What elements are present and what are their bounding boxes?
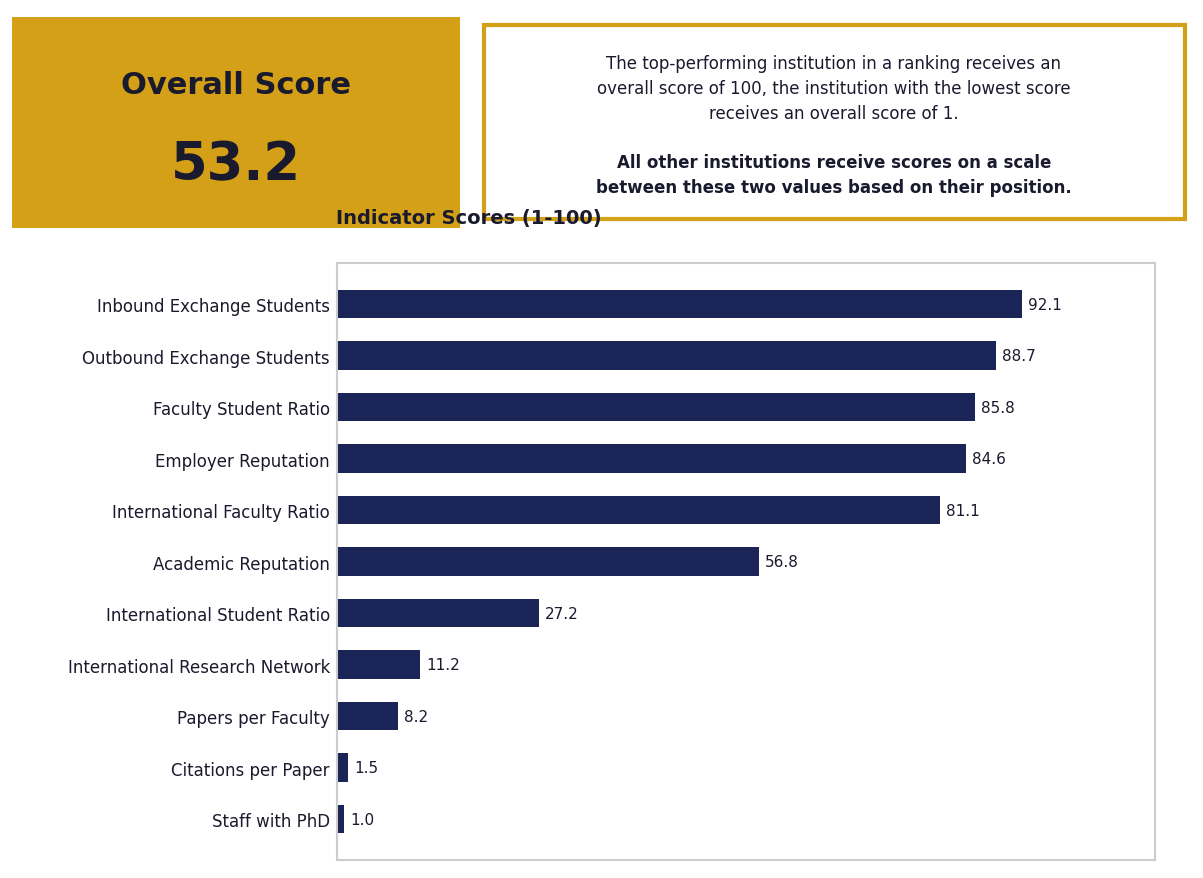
- Text: 8.2: 8.2: [404, 709, 428, 723]
- Bar: [337, 291, 1021, 319]
- Text: Overall Score: Overall Score: [122, 70, 351, 99]
- Bar: [337, 548, 759, 576]
- Bar: [337, 702, 398, 730]
- Bar: [337, 496, 940, 525]
- Text: Indicator Scores (1-100): Indicator Scores (1-100): [336, 209, 602, 227]
- FancyBboxPatch shape: [12, 18, 460, 228]
- Text: 53.2: 53.2: [171, 139, 301, 191]
- Bar: [337, 651, 420, 679]
- Text: 88.7: 88.7: [1002, 349, 1036, 363]
- FancyBboxPatch shape: [484, 26, 1185, 220]
- Text: All other institutions receive scores on a scale
between these two values based : All other institutions receive scores on…: [595, 155, 1072, 197]
- Bar: [337, 753, 348, 781]
- Text: 56.8: 56.8: [765, 554, 799, 570]
- Text: 1.5: 1.5: [354, 760, 378, 775]
- Text: 1.0: 1.0: [350, 811, 374, 827]
- Text: 85.8: 85.8: [980, 400, 1014, 415]
- Text: 81.1: 81.1: [946, 503, 979, 518]
- Bar: [337, 805, 344, 833]
- Bar: [337, 342, 996, 371]
- Bar: [337, 445, 966, 473]
- Text: 11.2: 11.2: [426, 658, 460, 673]
- Bar: [337, 599, 539, 628]
- Text: The top-performing institution in a ranking receives an
overall score of 100, th: The top-performing institution in a rank…: [597, 55, 1071, 123]
- Text: 27.2: 27.2: [545, 606, 579, 621]
- Bar: [337, 393, 974, 421]
- Text: 84.6: 84.6: [972, 451, 1006, 466]
- Text: 92.1: 92.1: [1027, 297, 1061, 313]
